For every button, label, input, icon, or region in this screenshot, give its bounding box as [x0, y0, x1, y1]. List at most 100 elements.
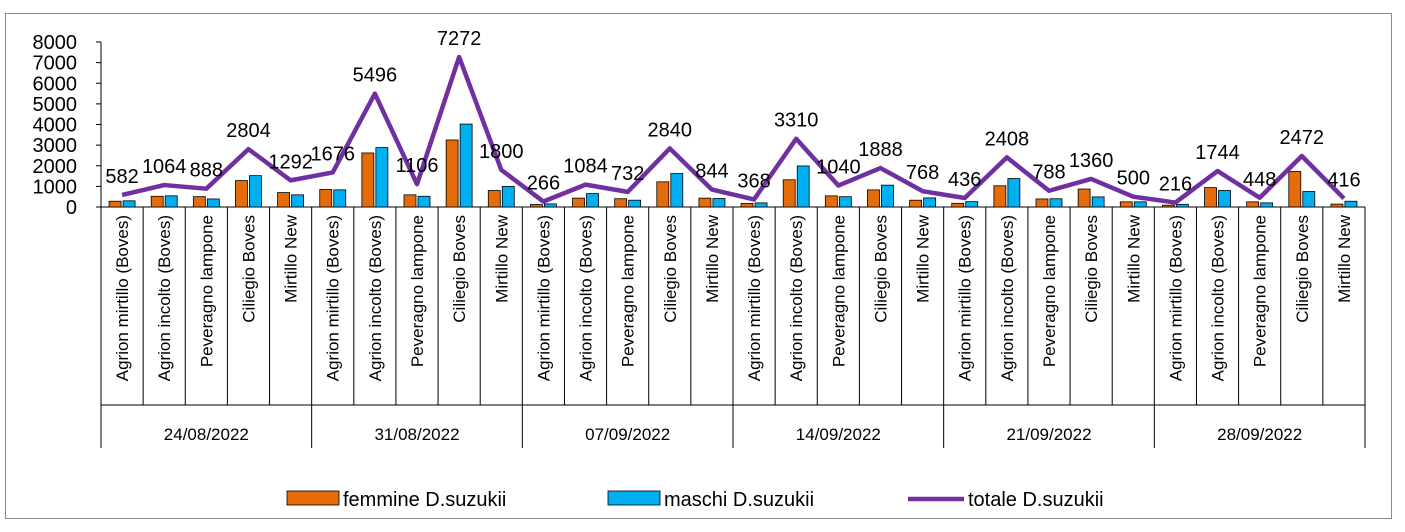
- data-label-totale: 768: [906, 162, 939, 184]
- bar-femmine: [909, 199, 922, 208]
- bar-femmine: [530, 204, 543, 208]
- bar-femmine: [150, 195, 164, 208]
- y-tick-label: 6000: [33, 73, 78, 95]
- x-tick-label: Agrion mirtillo (Boves): [324, 215, 343, 381]
- bar-maschi: [1218, 190, 1231, 208]
- bar-maschi: [501, 185, 515, 208]
- bar-maschi: [333, 189, 347, 208]
- bar-femmine: [1288, 171, 1302, 208]
- data-label-totale: 5496: [353, 65, 398, 87]
- x-tick-label: Agrion mirtillo (Boves): [534, 215, 553, 381]
- bar-maschi: [923, 197, 936, 208]
- data-label-totale: 368: [737, 170, 770, 192]
- x-tick-label: Peveragno lampone: [1040, 215, 1059, 367]
- chart-frame: [5, 13, 1392, 519]
- data-label-totale: 2472: [1280, 127, 1325, 149]
- bar-femmine: [614, 198, 628, 208]
- bar-maschi: [1260, 202, 1274, 208]
- group-label: 28/09/2022: [1217, 425, 1302, 444]
- bar-maschi: [375, 147, 389, 208]
- data-label-totale: 1040: [816, 157, 861, 179]
- bar-femmine: [740, 203, 754, 208]
- bar-femmine: [235, 180, 248, 208]
- bar-femmine: [1119, 201, 1133, 208]
- data-label-totale: 1084: [563, 156, 608, 178]
- data-label-totale: 1676: [310, 143, 355, 165]
- bar-maschi: [1007, 178, 1021, 208]
- y-tick-label: 3000: [33, 135, 78, 157]
- x-tick-label: Ciliegio Boves: [871, 215, 890, 323]
- bar-maschi: [1091, 196, 1105, 208]
- bar-maschi: [122, 200, 136, 208]
- bar-femmine: [487, 190, 501, 208]
- x-tick-label: Agrion incolto (Boves): [366, 215, 385, 381]
- legend-label: femmine D.suzukii: [343, 489, 506, 511]
- x-tick-label: Agrion mirtillo (Boves): [113, 215, 132, 381]
- bar-femmine: [1035, 198, 1049, 208]
- bar-maschi: [459, 123, 473, 208]
- x-tick-label: Peveragno lampone: [1251, 215, 1270, 367]
- bar-maschi: [249, 175, 262, 208]
- bar-femmine: [824, 195, 838, 208]
- x-tick-label: Mirtillo New: [1124, 214, 1143, 303]
- bar-maschi: [796, 165, 810, 208]
- x-tick-label: Ciliegio Boves: [1082, 215, 1101, 323]
- bar-femmine: [403, 194, 417, 208]
- data-label-totale: 1106: [395, 155, 438, 177]
- data-label-totale: 1888: [858, 139, 903, 161]
- x-tick-label: Mirtillo New: [282, 214, 301, 303]
- bar-maschi: [881, 184, 894, 208]
- bar-femmine: [1246, 201, 1260, 208]
- x-tick-label: Agrion incolto (Boves): [998, 215, 1017, 381]
- x-tick-label: Agrion incolto (Boves): [155, 215, 174, 381]
- data-label-totale: 1744: [1195, 142, 1240, 164]
- bar-maschi: [1133, 201, 1147, 208]
- y-tick-label: 0: [66, 197, 77, 219]
- bar-femmine: [782, 179, 796, 208]
- data-label-totale: 1360: [1069, 150, 1114, 172]
- data-label-totale: 448: [1243, 169, 1276, 191]
- bar-femmine: [1162, 204, 1175, 208]
- line-totale: [121, 54, 1346, 205]
- bar-femmine: [108, 200, 122, 208]
- bar-maschi: [965, 201, 979, 208]
- y-tick-label: 4000: [33, 115, 78, 137]
- y-tick-label: 1000: [33, 176, 78, 198]
- bar-femmine: [572, 197, 585, 208]
- x-tick-label: Agrion incolto (Boves): [787, 215, 806, 381]
- x-tick-label: Peveragno lampone: [408, 215, 427, 367]
- legend-label: maschi D.suzukii: [664, 489, 814, 511]
- bar-femmine: [1077, 188, 1091, 208]
- y-tick-label: 7000: [33, 53, 78, 75]
- bar-maschi: [291, 194, 305, 208]
- group-label: 24/08/2022: [164, 425, 249, 444]
- group-label: 14/09/2022: [796, 425, 881, 444]
- x-tick-label: Mirtillo New: [492, 214, 511, 303]
- data-label-totale: 732: [611, 163, 644, 185]
- data-label-totale: 2804: [226, 120, 271, 142]
- bar-femmine: [319, 189, 333, 208]
- bar-maschi: [544, 203, 557, 208]
- bar-maschi: [164, 195, 178, 208]
- data-label-totale: 436: [948, 169, 981, 191]
- x-tick-label: Ciliegio Boves: [1293, 215, 1312, 323]
- bar-maschi: [838, 196, 852, 208]
- legend-label: totale D.suzukii: [968, 489, 1104, 511]
- data-label-totale: 2408: [985, 128, 1030, 150]
- x-tick-label: Ciliegio Boves: [450, 215, 469, 323]
- bar-femmine: [951, 202, 965, 208]
- data-label-totale: 500: [1117, 168, 1150, 190]
- data-label-totale: 844: [695, 161, 728, 183]
- bar-femmine: [192, 196, 206, 208]
- data-label-totale: 216: [1159, 174, 1192, 196]
- bar-femmine: [698, 197, 712, 208]
- bar-femmine: [1204, 187, 1217, 208]
- x-tick-label: Ciliegio Boves: [661, 215, 680, 323]
- bar-maschi: [1049, 198, 1063, 208]
- bar-femmine: [656, 181, 670, 208]
- x-tick-label: Agrion incolto (Boves): [1209, 215, 1228, 381]
- data-label-totale: 3310: [774, 110, 819, 132]
- data-label-totale: 888: [190, 160, 223, 182]
- y-tick-label: 8000: [33, 32, 78, 54]
- bar-maschi: [586, 193, 599, 208]
